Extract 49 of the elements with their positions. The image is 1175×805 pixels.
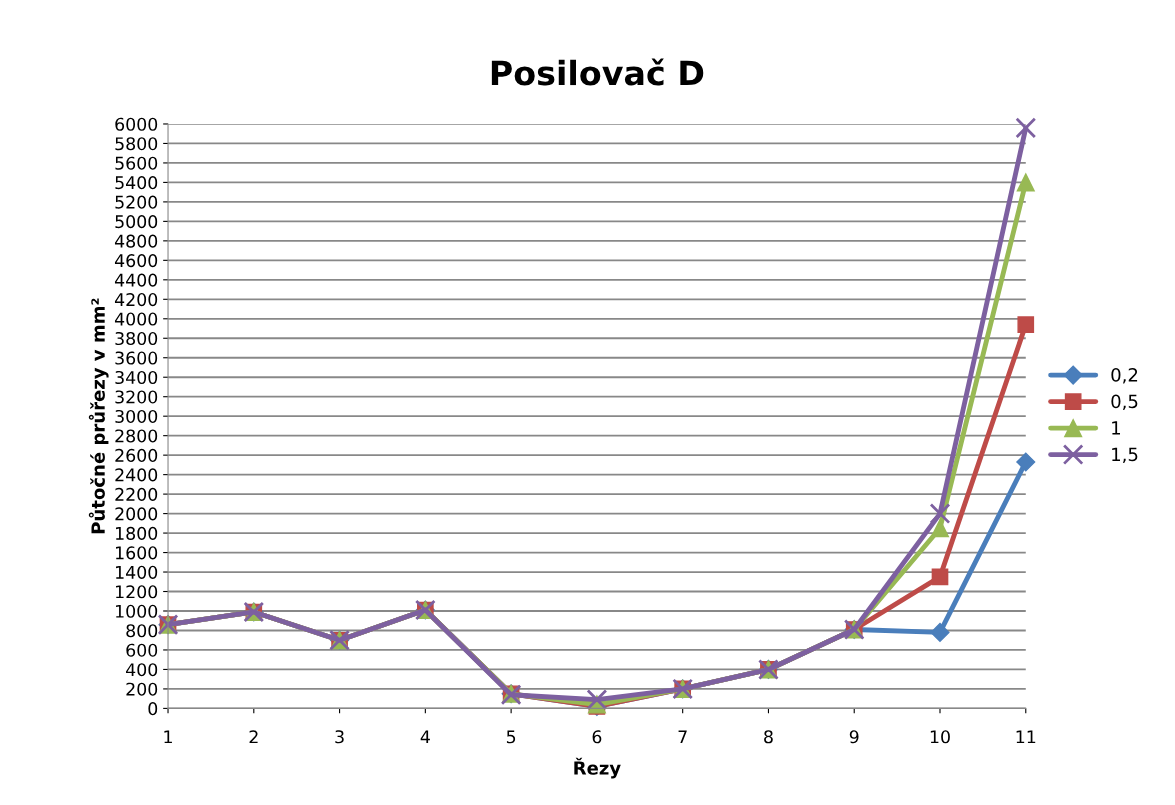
y-tick-label: 1600: [116, 546, 158, 560]
x-tick-label: 1: [164, 730, 172, 744]
y-tick-label: 3000: [115, 409, 158, 424]
y-tick-label: 4000: [114, 312, 158, 326]
y-tick-label: 2800: [115, 429, 158, 443]
legend-label: 0,5: [1111, 394, 1138, 411]
legend-label: 1,5: [1112, 447, 1138, 464]
y-tick-label: 5000: [115, 215, 158, 229]
x-tick-label: 5: [506, 730, 516, 744]
y-tick-label: 4800: [114, 234, 158, 248]
x-tick-label: 8: [764, 730, 773, 744]
y-axis-title: Půtočné průřezy v mm²: [88, 298, 109, 534]
x-axis-title: Řezy: [574, 757, 621, 779]
y-tick-label: 3600: [115, 351, 158, 365]
y-tick-label: 4600: [114, 254, 158, 268]
y-tick-label: 1200: [116, 585, 158, 599]
y-tick-label: 400: [126, 663, 158, 677]
y-tick-label: 1000: [116, 604, 158, 618]
x-tick-label: 6: [592, 730, 602, 744]
x-tick-label: 9: [849, 730, 859, 744]
x-tick-label: 4: [420, 730, 430, 744]
legend-label: 0,2: [1111, 368, 1138, 384]
y-tick-label: 2200: [115, 487, 158, 501]
y-tick-label: 5800: [115, 137, 158, 151]
y-tick-label: 6000: [115, 117, 158, 131]
y-tick-label: 800: [126, 624, 158, 638]
y-tick-label: 200: [126, 682, 158, 696]
y-tick-label: 2000: [115, 507, 158, 521]
y-tick-label: 5200: [115, 195, 158, 209]
y-tick-label: 1400: [116, 565, 158, 579]
x-tick-label: 7: [678, 730, 687, 744]
chart-title: Posilovač D: [491, 58, 704, 86]
y-tick-label: 1800: [116, 526, 158, 540]
y-tick-label: 3200: [115, 390, 158, 404]
y-tick-label: 0: [148, 702, 158, 716]
y-tick-label: 2600: [115, 448, 158, 462]
x-tick-label: 11: [1016, 730, 1036, 744]
y-tick-label: 4200: [114, 293, 158, 307]
y-tick-label: 5400: [115, 176, 158, 190]
x-tick-label: 10: [930, 730, 950, 744]
x-tick-label: 2: [249, 730, 258, 744]
x-tick-label: 3: [335, 730, 344, 744]
y-tick-label: 600: [126, 643, 158, 657]
y-tick-label: 5600: [115, 156, 158, 170]
y-tick-label: 3800: [115, 331, 158, 346]
y-tick-label: 4400: [114, 273, 158, 287]
y-tick-label: 2400: [115, 468, 158, 482]
legend-label: 1: [1112, 421, 1121, 435]
y-tick-label: 3400: [115, 370, 158, 385]
